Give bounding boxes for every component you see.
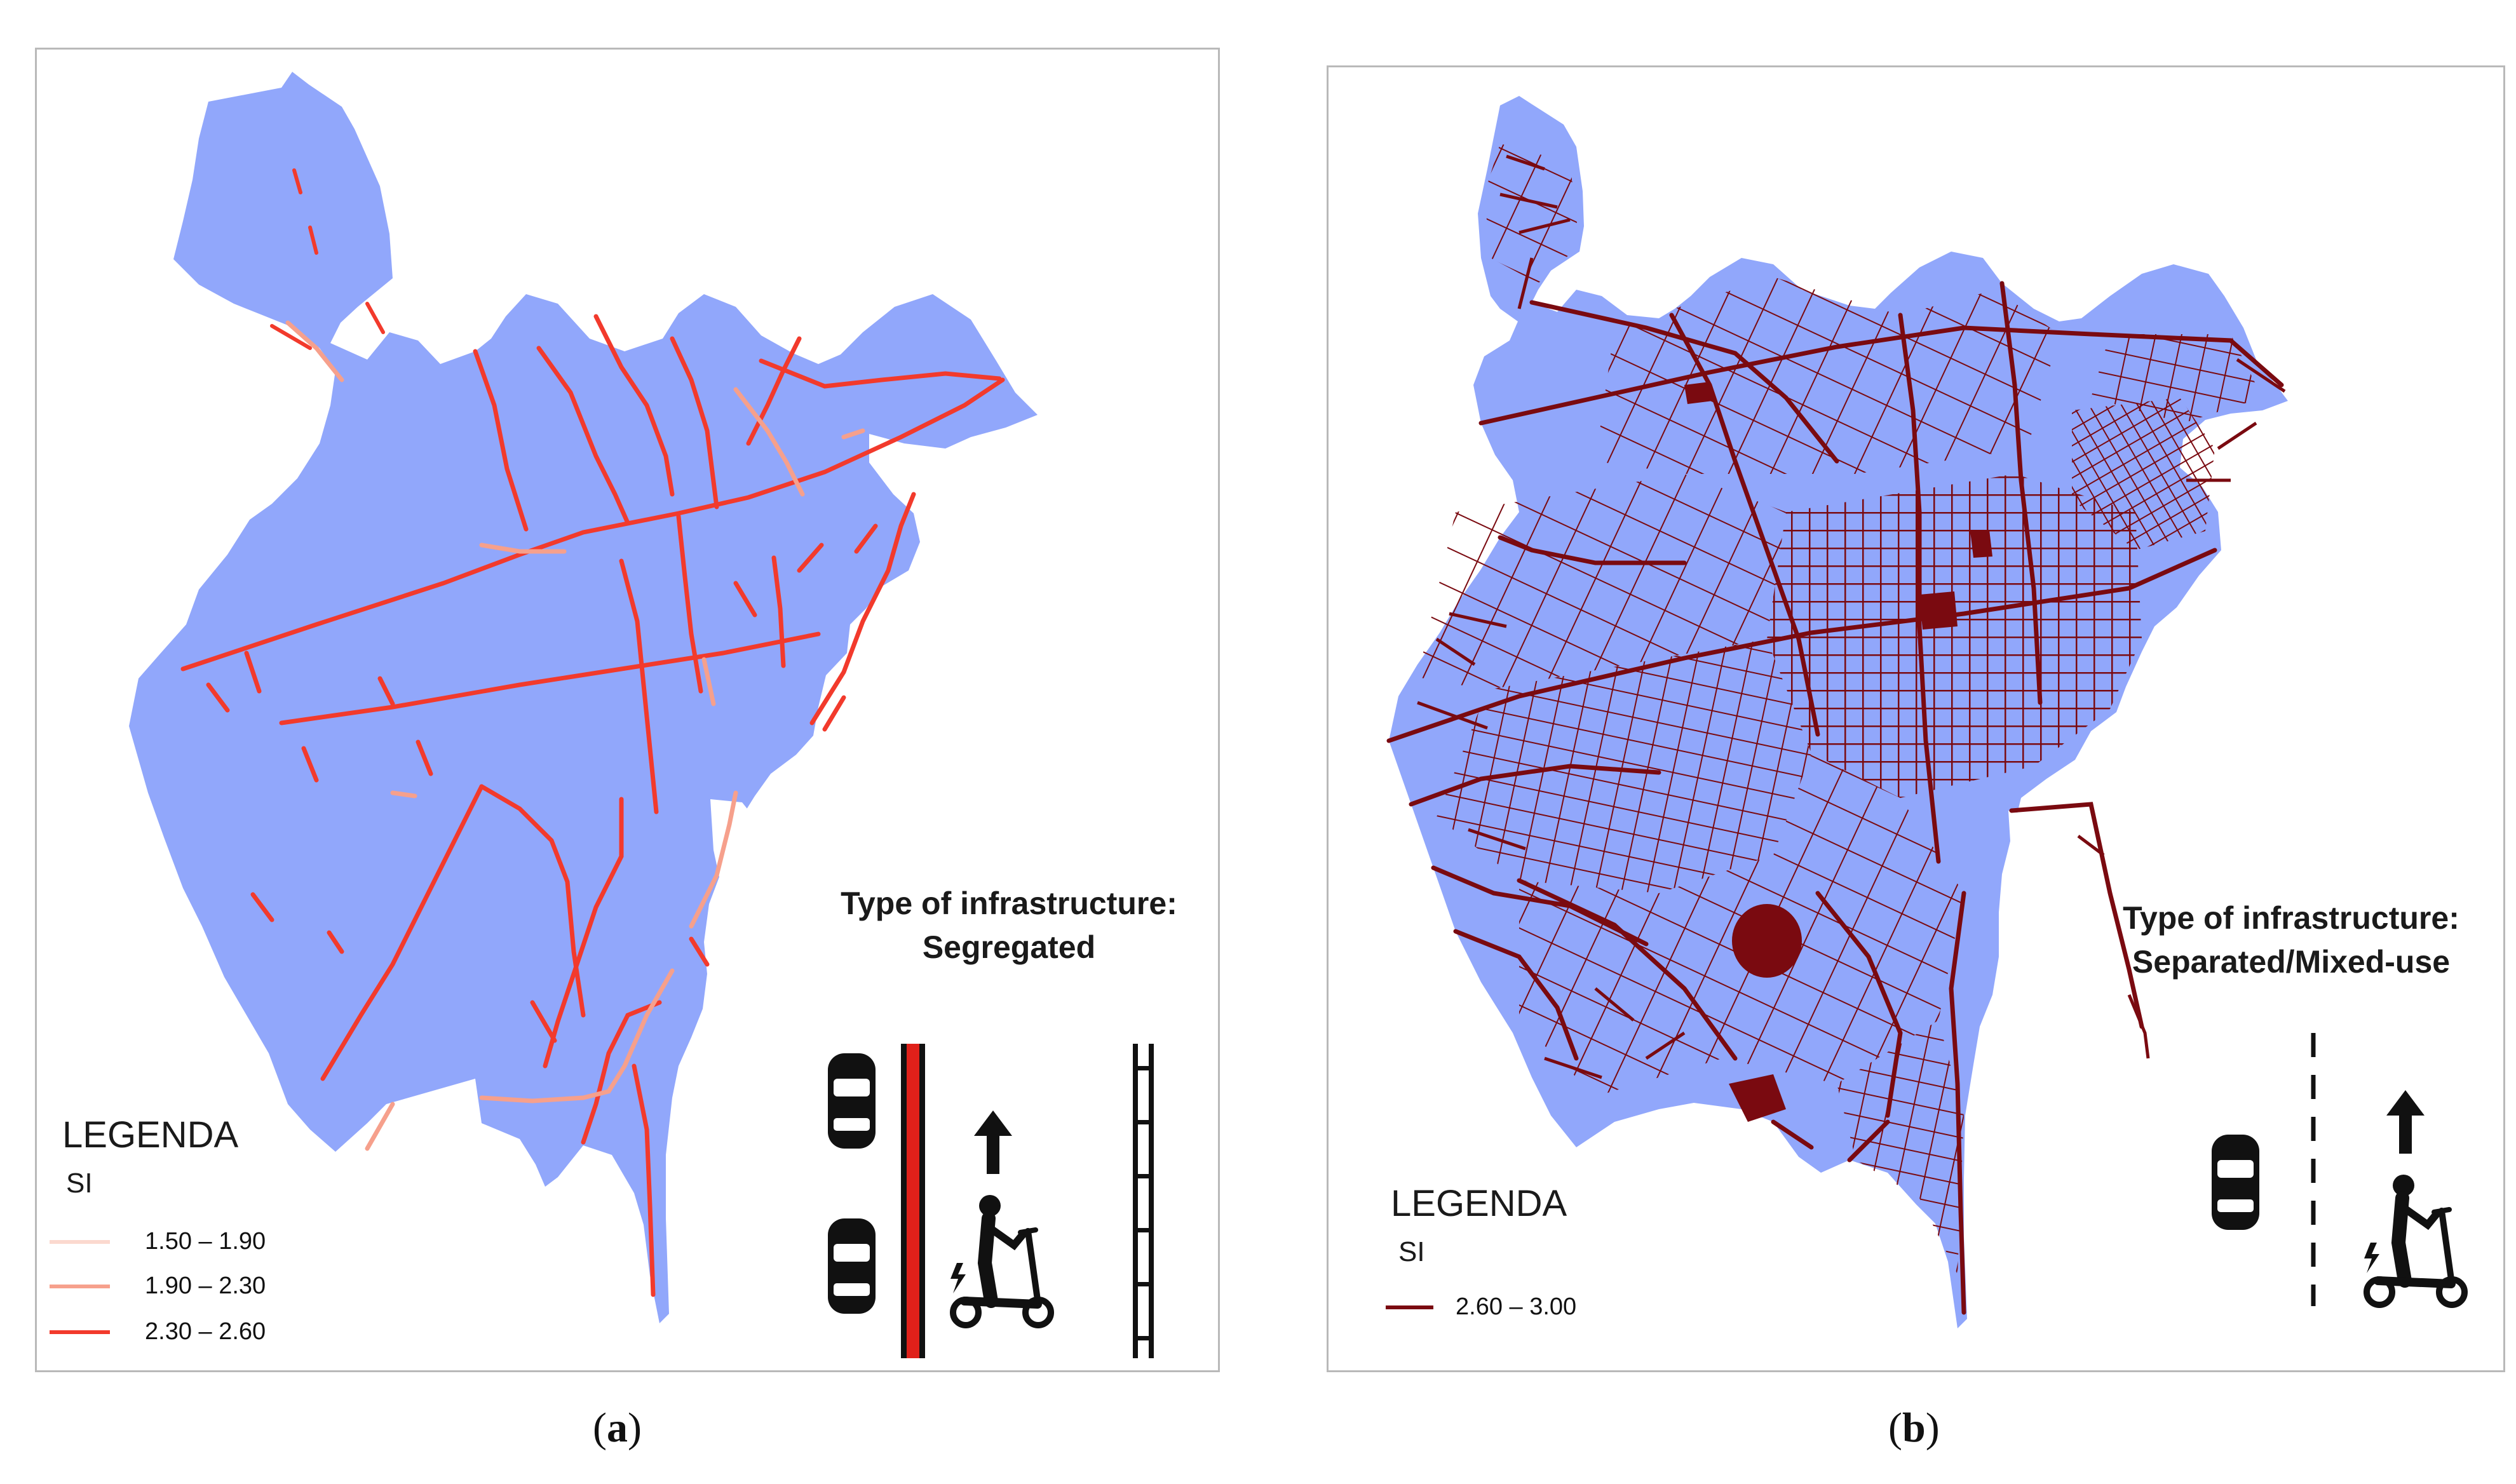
caption-letter: b	[1902, 1405, 1926, 1451]
legend-item-label: 2.30 – 2.60	[145, 1318, 266, 1345]
legend-item-label: 2.60 – 3.00	[1456, 1293, 1577, 1320]
infrastructure-heading: Type of infrastructure:	[841, 886, 1177, 921]
legend-item: 1.50 – 1.90	[50, 1228, 266, 1255]
caption-paren-open: (	[593, 1405, 607, 1451]
harbor-water	[710, 799, 774, 983]
legend-swatch	[50, 1330, 110, 1334]
e-scooter-rider-icon	[2364, 1175, 2468, 1308]
lane-ladder-icon	[1133, 1044, 1154, 1358]
arrow-up-icon	[2386, 1090, 2425, 1154]
legend-swatch	[1386, 1305, 1433, 1309]
car-icon	[828, 1053, 876, 1149]
legend-subtitle: SI	[66, 1168, 93, 1199]
legend-item: 1.90 – 2.30	[50, 1272, 266, 1300]
infrastructure-type: Separated/Mixed-use	[2132, 944, 2451, 980]
legend-title: LEGENDA	[62, 1114, 239, 1156]
e-scooter-rider-icon	[950, 1195, 1054, 1328]
arrow-up-icon	[974, 1110, 1012, 1174]
infrastructure-type: Segregated	[922, 929, 1096, 965]
city-map-mixed-use	[1386, 96, 2288, 1328]
caption-b: (b)	[1888, 1404, 1940, 1452]
harbor-water	[2008, 811, 2066, 982]
arterial-roads	[1386, 281, 2284, 1315]
caption-paren-open: (	[1888, 1405, 1902, 1451]
legend-swatch	[50, 1239, 110, 1244]
caption-paren-close: )	[1925, 1405, 1940, 1451]
city-map-segregated	[129, 72, 1038, 1323]
car-icon	[828, 1218, 876, 1314]
map-panel-b: LEGENDA SI 2.60 – 3.00 Type of infrastru…	[1327, 65, 2505, 1372]
legend-item: 2.60 – 3.00	[1386, 1293, 1576, 1321]
cycle-network-segregated	[180, 168, 1005, 1297]
infrastructure-label: Type of infrastructure: Separated/Mixed-…	[2078, 896, 2504, 984]
red-separator-icon	[901, 1044, 925, 1358]
legend-item-label: 1.50 – 1.90	[145, 1228, 266, 1255]
legend-item-label: 1.90 – 2.30	[145, 1272, 266, 1299]
legend-swatch	[50, 1284, 110, 1288]
segregated-lane-diagram	[828, 1044, 1154, 1358]
car-icon	[2212, 1135, 2259, 1230]
mixed-use-lane-diagram	[2212, 1033, 2468, 1308]
legend-item: 2.30 – 2.60	[50, 1318, 266, 1346]
legend-title: LEGENDA	[1391, 1183, 1567, 1224]
map-panel-a: LEGENDA SI 1.50 – 1.90 1.90 – 2.30 2.30 …	[35, 48, 1220, 1372]
road-network-mixed-use	[1417, 144, 2262, 1274]
legend-subtitle: SI	[1398, 1236, 1425, 1267]
local-roads	[1417, 154, 2286, 1079]
city-land-area	[129, 72, 1038, 1323]
infrastructure-heading: Type of infrastructure:	[2123, 900, 2459, 936]
caption-letter: a	[606, 1405, 628, 1451]
infrastructure-label: Type of infrastructure: Segregated	[799, 882, 1219, 969]
caption-a: (a)	[593, 1404, 642, 1452]
caption-paren-close: )	[627, 1405, 642, 1451]
